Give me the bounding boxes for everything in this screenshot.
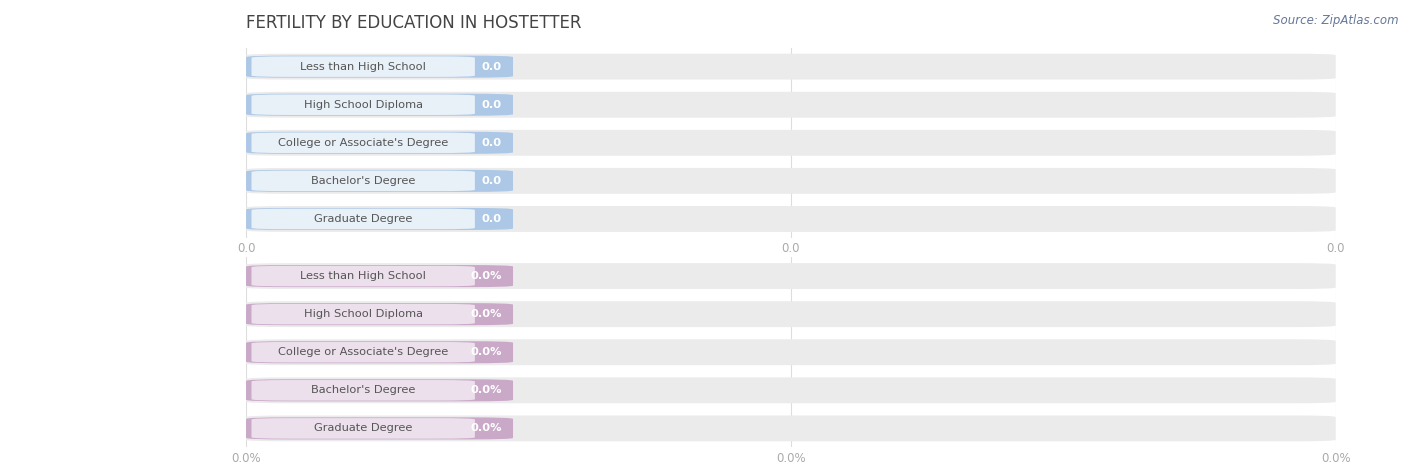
FancyBboxPatch shape	[246, 92, 1336, 118]
Text: 0.0: 0.0	[482, 99, 502, 110]
Text: 0.0%: 0.0%	[471, 347, 502, 357]
Text: High School Diploma: High School Diploma	[304, 99, 423, 110]
FancyBboxPatch shape	[252, 208, 475, 229]
FancyBboxPatch shape	[246, 170, 513, 192]
Text: Bachelor's Degree: Bachelor's Degree	[311, 385, 415, 396]
FancyBboxPatch shape	[246, 54, 1336, 79]
Text: Graduate Degree: Graduate Degree	[314, 423, 412, 434]
FancyBboxPatch shape	[246, 168, 1336, 194]
Text: 0.0: 0.0	[482, 214, 502, 224]
Text: FERTILITY BY EDUCATION IN HOSTETTER: FERTILITY BY EDUCATION IN HOSTETTER	[246, 14, 582, 32]
Text: 0.0%: 0.0%	[471, 309, 502, 319]
Text: Graduate Degree: Graduate Degree	[314, 214, 412, 224]
Text: College or Associate's Degree: College or Associate's Degree	[278, 347, 449, 357]
FancyBboxPatch shape	[252, 94, 475, 115]
FancyBboxPatch shape	[246, 265, 513, 287]
FancyBboxPatch shape	[246, 303, 513, 325]
FancyBboxPatch shape	[252, 56, 475, 77]
Text: 0.0: 0.0	[482, 138, 502, 148]
FancyBboxPatch shape	[246, 263, 1336, 289]
FancyBboxPatch shape	[252, 266, 475, 287]
Text: 0.0: 0.0	[482, 61, 502, 72]
FancyBboxPatch shape	[246, 301, 1336, 327]
FancyBboxPatch shape	[246, 417, 513, 439]
FancyBboxPatch shape	[246, 56, 513, 78]
FancyBboxPatch shape	[246, 339, 1336, 365]
FancyBboxPatch shape	[252, 170, 475, 191]
FancyBboxPatch shape	[252, 380, 475, 401]
Text: Less than High School: Less than High School	[301, 271, 426, 281]
FancyBboxPatch shape	[246, 132, 513, 154]
Text: 0.0%: 0.0%	[471, 271, 502, 281]
FancyBboxPatch shape	[246, 341, 513, 363]
FancyBboxPatch shape	[246, 206, 1336, 232]
FancyBboxPatch shape	[246, 377, 1336, 403]
Text: Less than High School: Less than High School	[301, 61, 426, 72]
FancyBboxPatch shape	[252, 342, 475, 363]
Text: Source: ZipAtlas.com: Source: ZipAtlas.com	[1274, 14, 1399, 27]
FancyBboxPatch shape	[246, 94, 513, 116]
FancyBboxPatch shape	[252, 304, 475, 325]
FancyBboxPatch shape	[246, 130, 1336, 156]
FancyBboxPatch shape	[246, 208, 513, 230]
FancyBboxPatch shape	[252, 418, 475, 439]
FancyBboxPatch shape	[246, 379, 513, 401]
Text: 0.0%: 0.0%	[471, 385, 502, 396]
FancyBboxPatch shape	[246, 416, 1336, 441]
Text: 0.0%: 0.0%	[471, 423, 502, 434]
Text: High School Diploma: High School Diploma	[304, 309, 423, 319]
Text: Bachelor's Degree: Bachelor's Degree	[311, 176, 415, 186]
FancyBboxPatch shape	[252, 132, 475, 153]
Text: College or Associate's Degree: College or Associate's Degree	[278, 138, 449, 148]
Text: 0.0: 0.0	[482, 176, 502, 186]
